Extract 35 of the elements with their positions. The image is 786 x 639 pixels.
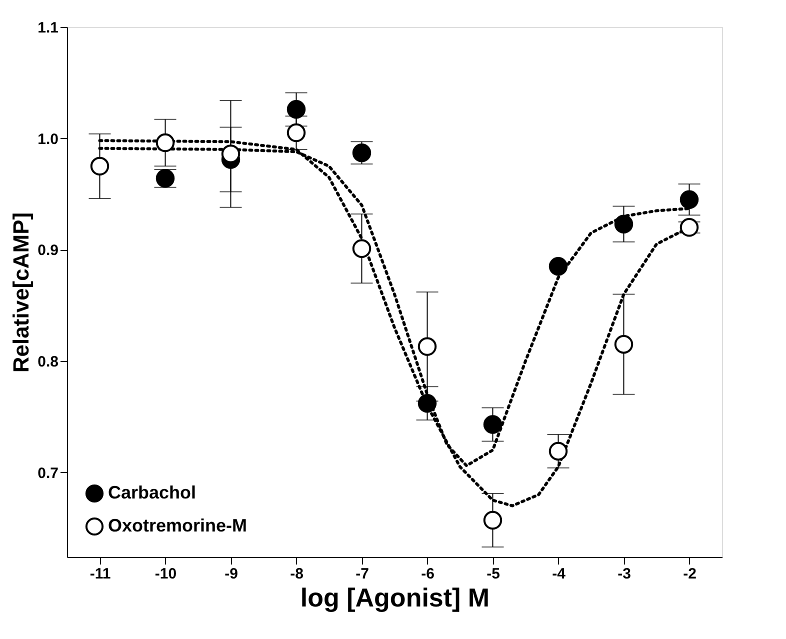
x-tick-label: -8 xyxy=(290,566,304,582)
point xyxy=(548,257,568,276)
point xyxy=(483,415,502,434)
x-tick-label: -5 xyxy=(486,566,500,582)
point xyxy=(418,337,437,356)
x-tick-label: -4 xyxy=(552,566,566,582)
x-tick-label: -3 xyxy=(618,566,631,582)
point xyxy=(548,442,568,461)
point xyxy=(418,394,437,413)
x-tick-label: -6 xyxy=(421,566,434,582)
point xyxy=(352,239,372,258)
point xyxy=(90,156,110,176)
legend-label: Carbachol xyxy=(108,482,196,502)
y-tick-label: 0.8 xyxy=(38,354,58,371)
point xyxy=(614,334,634,354)
x-tick-label: -7 xyxy=(356,566,369,582)
point xyxy=(286,123,306,142)
point xyxy=(680,218,699,237)
x-tick-label: -10 xyxy=(154,566,177,582)
x-tick-label: -9 xyxy=(224,566,238,582)
y-axis-title: Relative[cAMP] xyxy=(8,212,34,373)
point xyxy=(483,510,502,530)
y-tick-label: 1.1 xyxy=(38,20,58,36)
point xyxy=(221,144,240,164)
y-tick-label: 0.9 xyxy=(38,242,58,260)
point xyxy=(286,100,306,119)
x-tick-label: -2 xyxy=(683,566,696,582)
point xyxy=(614,214,634,234)
y-tick-label: 1.0 xyxy=(38,130,58,148)
x-axis-title: log [Agonist] M xyxy=(300,582,490,612)
legend-label: Oxotremorine-M xyxy=(108,516,248,536)
point xyxy=(156,133,175,152)
point xyxy=(680,190,699,209)
y-tick-label: 0.7 xyxy=(38,464,58,482)
x-tick-label: -11 xyxy=(90,566,111,582)
